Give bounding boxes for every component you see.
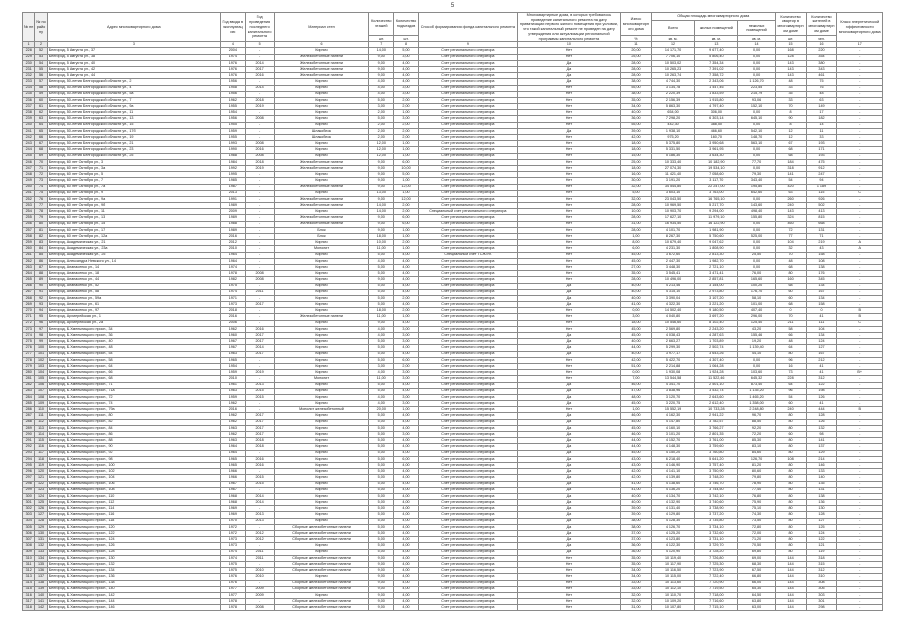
table-row: 248 72 Белгород, 60 лет Октября ул., 5 1995… (21, 171, 883, 179)
header-num: № пп (21, 11, 36, 43)
cell-col15: 144 (774, 604, 807, 612)
cell-col17: - (836, 604, 883, 612)
cell-col7: 9,00 (368, 604, 395, 612)
table-row: 257 81 Белгород, 60 лет Октября ул., 17 198… (21, 226, 883, 235)
table-header: № пп № по району Адрес многоквартирного … (21, 11, 883, 43)
header-wear: Износ многоквартирного дома (619, 11, 652, 37)
header-wall-material: Материал стен (273, 11, 370, 43)
table-row: 268 92 Белгород, Апанасенко ул., 59а 1971- К… (21, 294, 883, 303)
table-row: 280 104 Белгород, Б.Хмельницкого просп., 6… (21, 369, 883, 377)
table-row: 235 59 Белгород, 50-летия Белгородской обл… (21, 90, 883, 98)
header-apartments: Количество квартир в многоквартирном дом… (774, 11, 807, 37)
header-repair-required: Многоквартирные дома, в которых требовал… (516, 11, 621, 43)
header-fund-method: Способ формирования фонда капитального р… (417, 11, 518, 43)
header-year-built: Год ввода в эксплуатацию (219, 11, 246, 43)
table-row: 261 85 Белгород, Академическая ул., 25 1964… (21, 251, 883, 259)
header-year-repair: Год проведения последнего капитального р… (244, 11, 275, 43)
header-area-total: Всего (650, 20, 696, 37)
table-row: 250 74 Белгород, 60 лет Октября ул., 7а 198… (21, 183, 883, 191)
table-row: 233 57 Белгород, 50-летия Белгородской обл… (21, 78, 883, 86)
header-entrances: Количество подъездов (393, 11, 419, 37)
table-row: 273 97 Белгород, Б.Хмельницкого просп., 34… (21, 325, 883, 334)
header-area-nonresidential: нежилых помещений (737, 20, 776, 37)
cell-col4: 1978 (219, 604, 246, 612)
table-row: 265 89 Белгород, Апанасенко ул., 44 1982 200… (21, 276, 883, 284)
table-row: 259 83 Белгород, Академическая ул., 21 2012… (21, 239, 883, 247)
cell-col2: 142 (34, 604, 48, 612)
cell-col14: 63,00 (737, 604, 776, 612)
table-row: 308 132 Белгород, Б.Хмельницкого просп., 1… (21, 542, 883, 550)
table-row: 298 122 Белгород, Б.Хмельницкого просп., 1… (21, 480, 883, 488)
table-row: 296 120 Белгород, Б.Хмельницкого просп., 1… (21, 468, 883, 476)
table-row: 281 105 Белгород, Б.Хмельницкого просп., 6… (21, 375, 883, 383)
table-row: 289 113 Белгород, Б.Хмельницкого просп., 8… (21, 424, 883, 433)
cell-col9: Счет регионального оператора (417, 604, 518, 612)
table-row: 317 141 Белгород, Б.Хмельницкого просп., 1… (21, 598, 883, 606)
table-row: 232 56 Белгород, 5 Августа ул., 44 1976 2016… (21, 72, 883, 80)
cell-col8: 4,00 (393, 604, 419, 612)
cell-col11: 31,00 (619, 604, 652, 612)
cell-col13: 7 715,10 (694, 604, 739, 612)
mkd-register-table: № пп № по району Адрес многоквартирного … (21, 11, 883, 612)
table-row: 278 102 Белгород, Б.Хмельницкого просп., 5… (21, 356, 883, 364)
table-row: 242 66 Белгород, 50-летия Белгородской обл… (21, 134, 883, 142)
cell-col1: 318 (21, 604, 36, 612)
table-row: 279 103 Белгород, Б.Хмельницкого просп., 6… (21, 362, 883, 371)
table-row: 294 118 Белгород, Б.Хмельницкого просп., 9… (21, 455, 883, 463)
table-row: 293 117 Белгород, Б.Хмельницкого просп., 9… (21, 449, 883, 457)
table-row: 284 108 Белгород, Б.Хмельницкого просп., 7… (21, 393, 883, 402)
table-body: 1 2 3 4 5 6 7 8 9 10 11 12 13 14 15 16 17 228 52 Белгород,… (21, 41, 883, 612)
table-row: 307 131 Белгород, Б.Хмельницкого просп., 1… (21, 536, 883, 544)
page-number: 5 (450, 3, 455, 9)
header-district-num: № по району (34, 11, 48, 43)
cell-col10: Нет (516, 604, 621, 612)
cell-col5: 2008 (244, 604, 275, 612)
header-residents: Количество жителей в многоквартирном дом… (805, 11, 838, 37)
header-floors: Количество этажей (368, 11, 395, 37)
cell-col3: Белгород, Б.Хмельницкого просп., 146 (46, 604, 221, 612)
table-row: 270 94 Белгород, Апанасенко ул., 97 2018- Ки… (21, 307, 883, 315)
header-energy-class: Класс энергетической эффективности много… (836, 11, 883, 43)
cell-col6: Сборные железобетонные панели (273, 604, 370, 612)
header-area-residential: жилых помещений (694, 20, 739, 37)
table-row: 318 142 Белгород, Б.Хмельницкого просп., 1… (21, 604, 883, 612)
header-total-area-group: Общая площадь многоквартирного дома (650, 11, 776, 22)
table-row: 229 53 Белгород, 5 Августа ул., 38 1974- Жел… (21, 53, 883, 61)
table-row: 297 121 Белгород, Б.Хмельницкого просп., 1… (21, 474, 883, 482)
header-address: Адрес многоквартирного дома (46, 11, 221, 43)
cell-col12: 10 107,80 (650, 604, 696, 612)
cell-col16: 298 (805, 604, 838, 612)
